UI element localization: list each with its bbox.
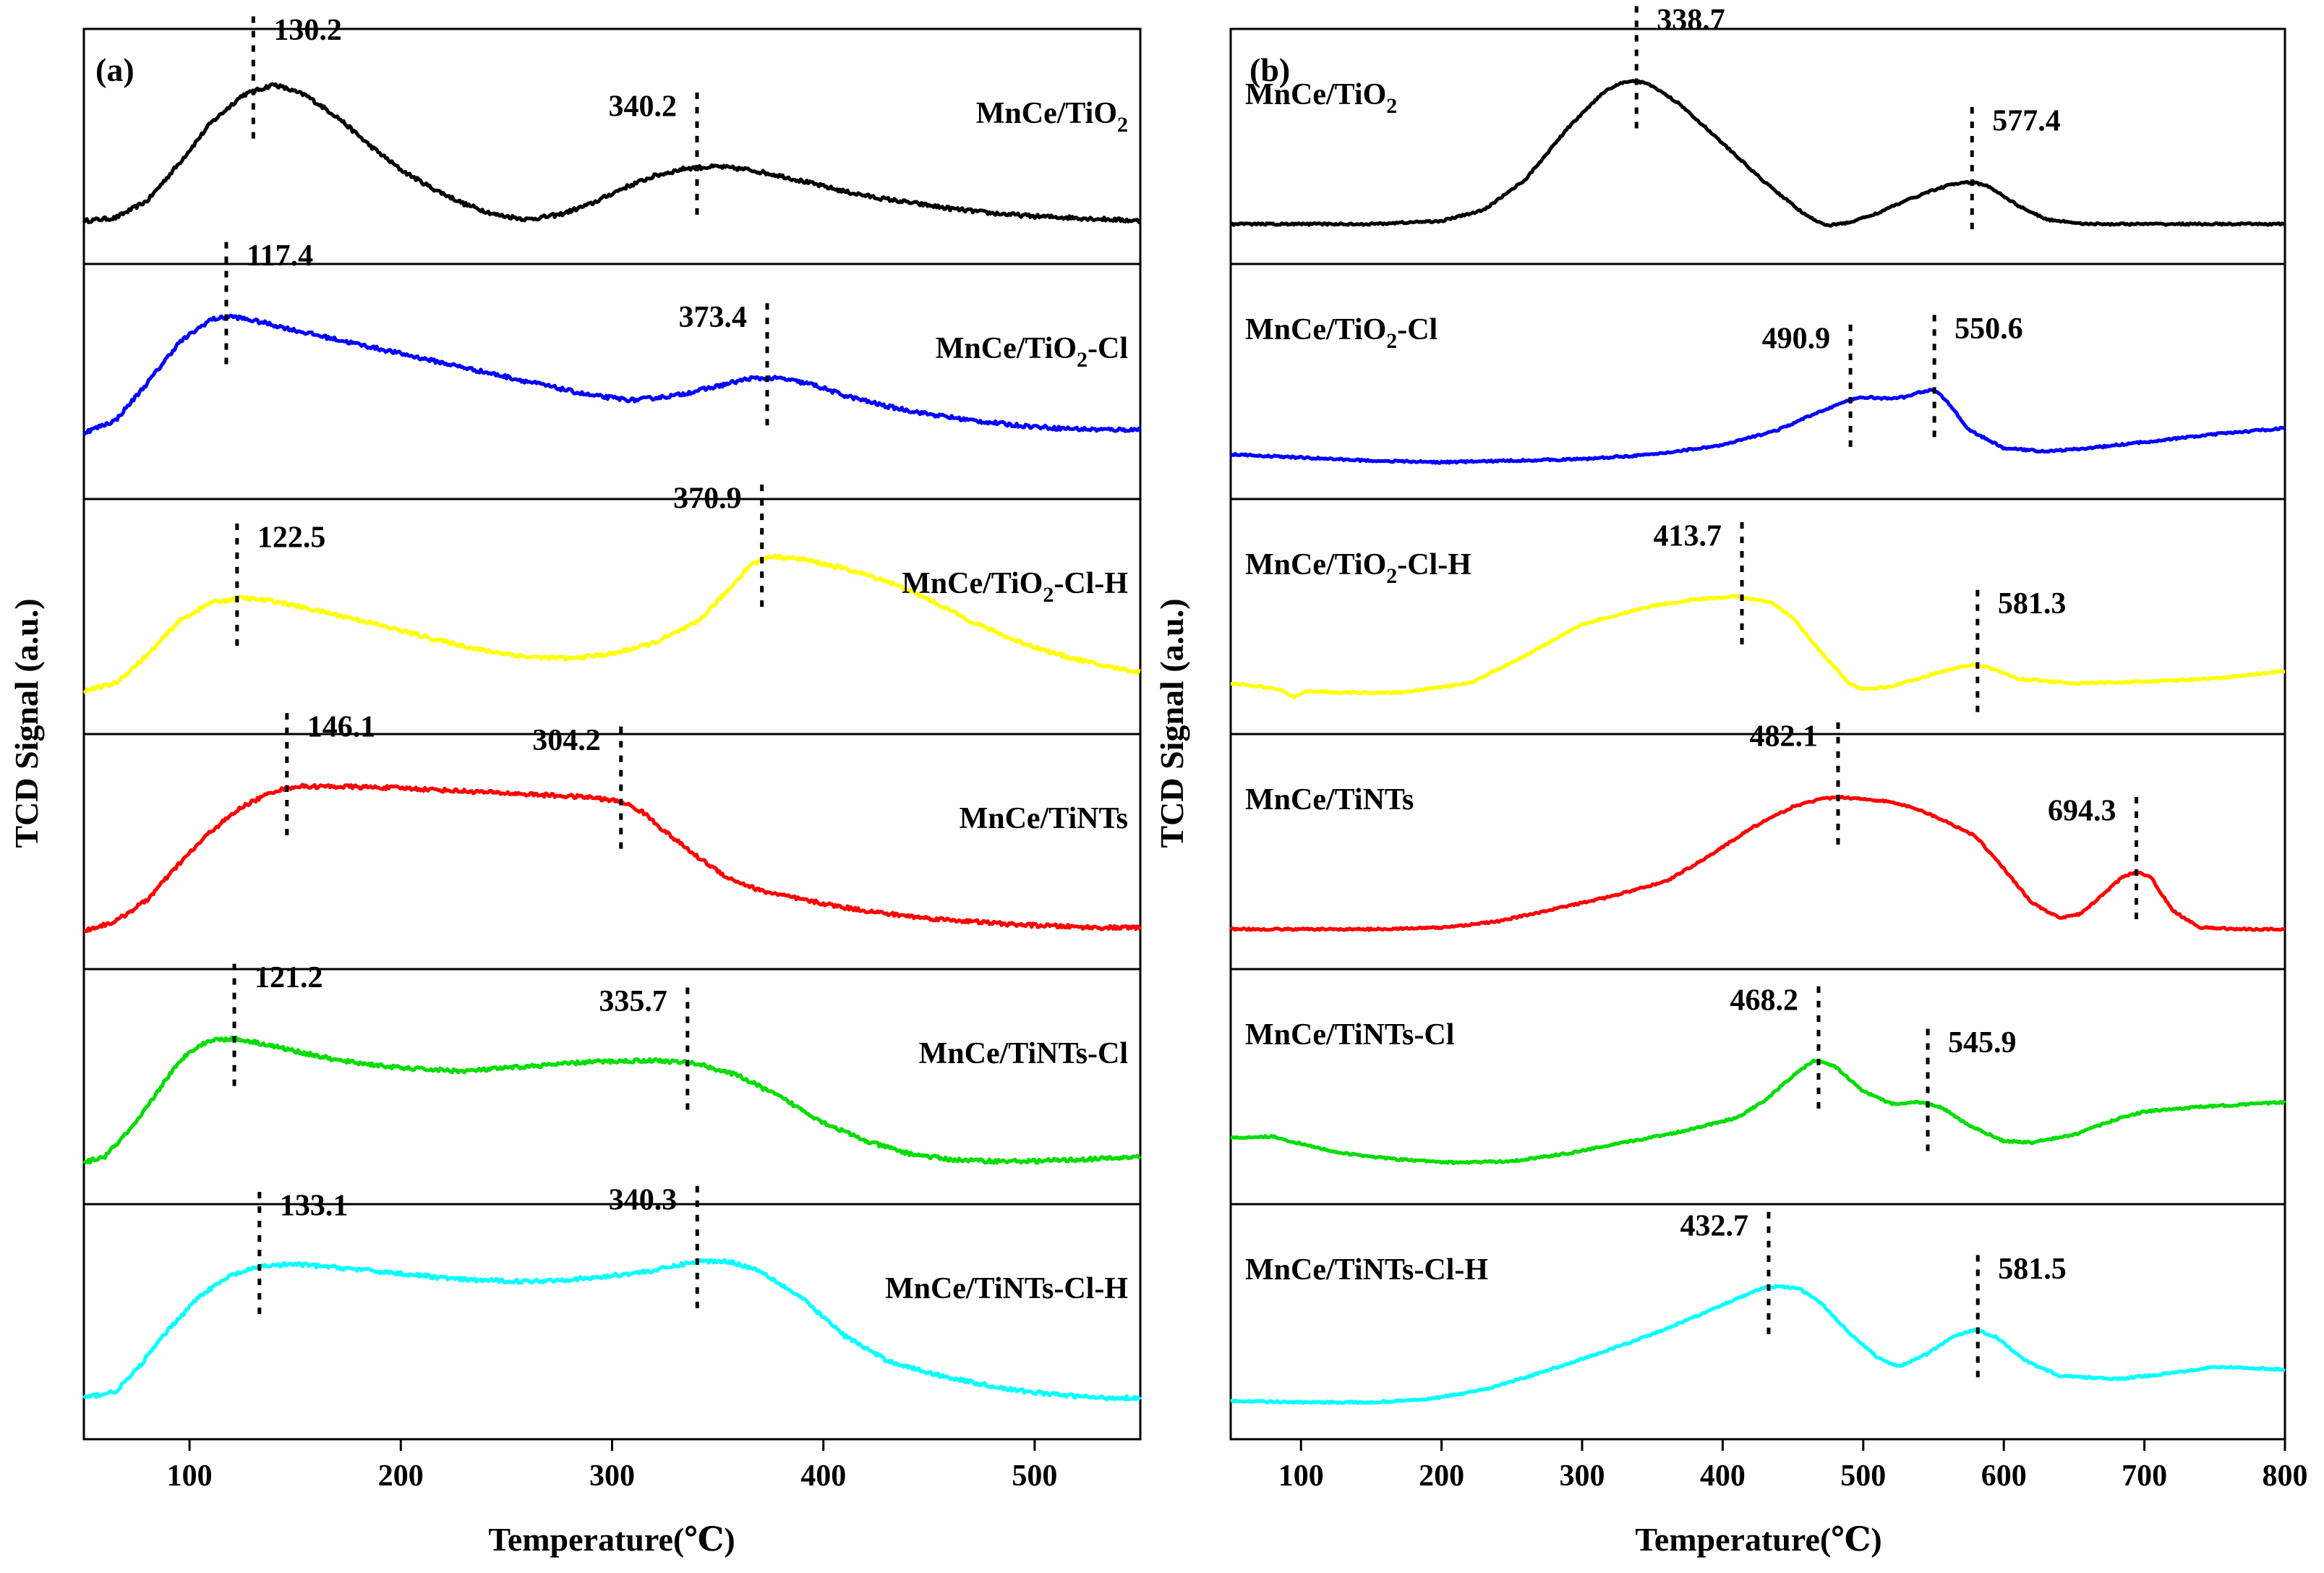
panel-a-x-tick-label: 300 [589, 1459, 635, 1493]
panel-b-series-name: MnCe/TiO2-Cl-H [1245, 548, 1471, 588]
panel-a-x-tick-label: 400 [800, 1459, 846, 1493]
panel-b-y-axis-label: TCD Signal (a.u.) [1153, 598, 1190, 848]
panel-b-peak-label: 413.7 [1654, 519, 1722, 553]
panel-a-series-name: MnCe/TiO2 [976, 97, 1128, 137]
panel-a-x-tick-label: 500 [1012, 1459, 1057, 1493]
panel-a-series-line [83, 783, 1142, 934]
panel-b-series-name: MnCe/TiO2 [1245, 78, 1397, 118]
panel-a-peak-label: 340.3 [609, 1183, 678, 1216]
panel-a-x-tick-label: 200 [378, 1459, 424, 1493]
panel-a-peak-label: 117.4 [247, 239, 313, 273]
panel-b-series-name: MnCe/TiNTs [1245, 783, 1414, 817]
panel-b-peak-label: 468.2 [1730, 984, 1798, 1017]
panel-a-series-name: MnCe/TiO2-Cl-H [902, 567, 1128, 607]
panel-a-peak-label: 340.2 [608, 90, 677, 123]
panel-b: (b) TCD Signal (a.u.) Temperature(℃) MnC… [1153, 4, 2308, 1558]
panel-a-series-line [82, 1035, 1142, 1165]
panel-b-label: (b) [1249, 51, 1290, 88]
panel-a-x-tick-label: 100 [167, 1459, 213, 1493]
panel-b-peak-label: 545.9 [1948, 1026, 2017, 1060]
panel-b-x-tick-label: 100 [1278, 1459, 1324, 1493]
panel-a-peak-label: 373.4 [678, 301, 747, 334]
panel-b-peak-label: 694.3 [2048, 794, 2116, 827]
panel-b-plot-area: MnCe/TiO2 338.7 577.4 MnCe/TiO2-Cl 490.9 550.… [1229, 4, 2308, 1493]
panel-a-series-line [82, 82, 1142, 224]
panel-a-peak-label: 130.2 [273, 14, 342, 47]
panel-a-series-line [82, 313, 1142, 436]
panel-b-series-line [1229, 1284, 2286, 1405]
panel-a-plot-area: MnCe/TiO2 130.2 340.2 MnCe/TiO2-Cl 117.4 373.… [82, 14, 1142, 1493]
panel-b-x-tick-label: 800 [2263, 1459, 2308, 1493]
panel-b-peak-label: 338.7 [1657, 4, 1725, 37]
panel-b-peak-label: 482.1 [1750, 720, 1819, 753]
panel-b-peak-label: 490.9 [1762, 322, 1831, 355]
panel-b-x-tick-label: 300 [1560, 1459, 1605, 1493]
panel-a-series-name: MnCe/TiNTs [960, 802, 1128, 835]
panel-b-series-line [1230, 1058, 2286, 1166]
panel-a: (a) TCD Signal (a.u.) Temperature(℃) MnC… [8, 14, 1142, 1558]
panel-a-peak-label: 121.2 [255, 961, 323, 994]
panel-b-series-name: MnCe/TiNTs-Cl [1245, 1018, 1454, 1052]
panel-b-peak-label: 581.3 [1998, 587, 2067, 621]
panel-b-peak-label: 581.5 [1998, 1253, 2067, 1286]
panel-b-x-tick-label: 500 [1840, 1459, 1886, 1493]
panel-a-series-name: MnCe/TiO2-Cl [936, 332, 1128, 372]
panel-b-series-line [1230, 388, 2286, 465]
panel-a-peak-label: 146.1 [307, 710, 376, 743]
panel-a-x-axis-label: Temperature(℃) [488, 1521, 735, 1558]
panel-a-y-axis-label: TCD Signal (a.u.) [8, 598, 45, 848]
panel-a-peak-label: 133.1 [280, 1189, 349, 1222]
panel-a-series-line [82, 553, 1141, 695]
panel-b-x-tick-label: 400 [1700, 1459, 1746, 1493]
panel-a-peak-label: 370.9 [673, 482, 742, 516]
panel-b-x-axis-label: Temperature(℃) [1635, 1521, 1881, 1558]
panel-a-peak-label: 304.2 [532, 724, 601, 757]
panel-b-x-tick-label: 600 [1981, 1459, 2027, 1493]
panel-b-series-name: MnCe/TiO2-Cl [1245, 313, 1437, 353]
panel-b-x-tick-label: 700 [2122, 1459, 2167, 1493]
panel-a-label: (a) [95, 51, 134, 88]
panel-b-peak-label: 577.4 [1992, 104, 2061, 137]
panel-a-series-name: MnCe/TiNTs-Cl-H [885, 1272, 1128, 1305]
panel-a-peak-label: 335.7 [599, 985, 667, 1018]
panel-a-series-name: MnCe/TiNTs-Cl [919, 1037, 1128, 1070]
panel-b-peak-label: 550.6 [1955, 312, 2023, 346]
panel-b-x-tick-label: 200 [1419, 1459, 1464, 1493]
panel-b-peak-label: 432.7 [1680, 1209, 1748, 1242]
panel-b-series-line [1230, 594, 2286, 700]
panel-a-peak-label: 122.5 [257, 521, 326, 554]
panel-b-series-name: MnCe/TiNTs-Cl-H [1245, 1253, 1488, 1287]
panel-b-series-line [1229, 794, 2286, 932]
panel-b-series-line [1230, 79, 2286, 228]
